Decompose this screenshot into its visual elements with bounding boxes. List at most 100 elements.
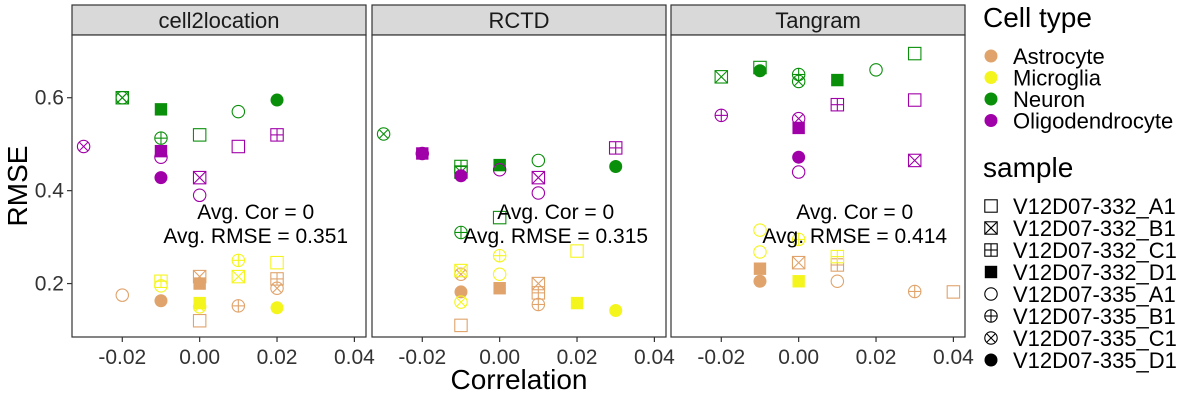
point-oligodendrocyte-v12d07-335-c1 [76,139,91,154]
point-oligodendrocyte-v12d07-335-a1 [791,165,806,179]
annotation-avg-cor: Avg. Cor = 0 [197,201,314,224]
legend-key [984,114,998,127]
x-tick-label: 0.00 [179,346,220,369]
x-axis: -0.02 0.00 0.02 0.04 [98,337,375,369]
point-neuron-v12d07-332-d1 [493,158,506,172]
point-astrocyte-v12d07-332-a1 [192,313,207,328]
point-microglia-v12d07-335-b1 [791,232,806,247]
point-neuron-v12d07-335-d1 [609,159,623,173]
annotation-avg-cor: Avg. Cor = 0 [796,201,913,224]
legend-key [984,265,998,279]
legend-label: V12D07-335_C1 [1013,326,1177,351]
point-neuron-v12d07-335-c1 [791,74,806,89]
legend-item-oligodendrocyte: Oligodendrocyte [984,109,1173,134]
legend-key [984,49,998,63]
point-microglia-v12d07-332-d1 [570,296,584,310]
point-microglia-v12d07-332-a1 [270,255,284,270]
facet-title: Tangram [775,8,861,33]
legend-item-v12d07-332-c1: V12D07-332_C1 [984,238,1177,263]
legend-item-v12d07-335-a1: V12D07-335_A1 [984,282,1176,307]
point-microglia-v12d07-332-c1 [830,249,845,264]
facet-title: RCTD [488,8,549,33]
point-neuron-v12d07-335-b1 [791,67,806,82]
legend-item-v12d07-335-b1: V12D07-335_B1 [984,304,1176,329]
legend-key [984,199,998,213]
point-neuron-v12d07-335-d1 [753,64,767,78]
point-oligodendrocyte-v12d07-335-d1 [792,150,806,164]
point-oligodendrocyte-v12d07-332-c1 [830,97,845,112]
legend-label: V12D07-332_A1 [1013,194,1176,219]
legend-key [984,287,998,301]
point-neuron-v12d07-332-b1 [714,70,729,84]
point-astrocyte-v12d07-335-a1 [115,288,130,302]
point-oligodendrocyte-v12d07-335-c1 [415,146,430,161]
facet-strip [71,4,367,36]
point-astrocyte-v12d07-332-d1 [493,282,506,295]
point-microglia-v12d07-332-b1 [454,263,468,278]
panel-border [71,34,367,338]
legend-key [984,92,998,106]
y-axis: 0.2 0.4 0.6 [35,87,72,296]
point-microglia-v12d07-335-d1 [270,301,284,315]
legend-label: Neuron [1013,87,1085,112]
point-astrocyte-v12d07-332-b1 [791,255,806,270]
legend-label: Oligodendrocyte [1013,109,1173,134]
point-astrocyte-v12d07-335-d1 [454,285,468,299]
legend-label: V12D07-332_B1 [1013,216,1176,241]
legend-key [984,331,998,345]
legend-key [984,243,998,257]
x-tick-label: -0.02 [398,346,446,369]
legend-label: V12D07-335_D1 [1013,348,1177,373]
points [376,127,623,333]
legend: Cell type AstrocyteMicrogliaNeuronOligode… [983,2,1177,373]
point-microglia-v12d07-335-c1 [192,300,207,314]
legend-label: V12D07-335_A1 [1013,282,1176,307]
point-neuron-v12d07-335-c1 [376,127,391,141]
point-neuron-v12d07-335-b1 [154,131,168,145]
point-oligodendrocyte-v12d07-332-b1 [907,153,922,168]
x-tick-label: -0.02 [697,346,745,369]
point-neuron-v12d07-335-b1 [454,225,468,240]
point-oligodendrocyte-v12d07-335-d1 [154,171,168,185]
y-tick-label: 0.4 [35,180,65,203]
legend-item-v12d07-335-d1: V12D07-335_D1 [984,348,1177,373]
point-microglia-v12d07-335-a1 [753,245,767,259]
x-tick-label: 0.04 [933,346,974,369]
x-axis-title: Correlation [451,364,588,395]
x-axis: -0.02 0.00 0.02 0.04 [697,337,974,369]
point-oligodendrocyte-v12d07-332-c1 [270,128,284,142]
legend-title-sample: sample [983,152,1073,183]
point-astrocyte-v12d07-335-a1 [830,274,845,288]
point-microglia-v12d07-335-d1 [609,304,623,318]
point-astrocyte-v12d07-335-d1 [154,294,168,308]
point-astrocyte-v12d07-332-d1 [193,277,206,290]
point-microglia-v12d07-332-b1 [231,269,246,284]
legend-label: Astrocyte [1013,44,1105,69]
legend-item-v12d07-332-d1: V12D07-332_D1 [984,260,1177,285]
x-tick-label: 0.04 [634,346,675,369]
x-tick-label: 0.02 [856,346,897,369]
y-tick-label: 0.2 [35,273,64,296]
legend-label: V12D07-332_C1 [1013,238,1177,263]
point-microglia-v12d07-332-d1 [193,296,206,310]
point-microglia-v12d07-335-a1 [492,267,507,282]
point-neuron-v12d07-332-a1 [907,46,922,61]
points [714,46,961,299]
x-tick-label: -0.02 [98,346,146,369]
point-neuron-v12d07-335-a1 [869,63,883,77]
point-microglia-v12d07-332-d1 [792,275,805,288]
legend-item-microglia: Microglia [984,66,1102,91]
x-tick-label: 0.00 [778,346,819,369]
point-astrocyte-v12d07-335-c1 [270,281,284,295]
panel-border [371,34,667,338]
point-oligodendrocyte-v12d07-335-a1 [154,150,168,164]
legend-label: V12D07-335_B1 [1013,304,1176,329]
point-oligodendrocyte-v12d07-335-d1 [454,169,468,183]
annotation-avg-rmse: Avg. RMSE = 0.351 [163,225,348,248]
annotation-avg-cor: Avg. Cor = 0 [497,201,614,224]
legend-item-neuron: Neuron [984,87,1085,112]
facet-title: cell2location [158,8,279,33]
